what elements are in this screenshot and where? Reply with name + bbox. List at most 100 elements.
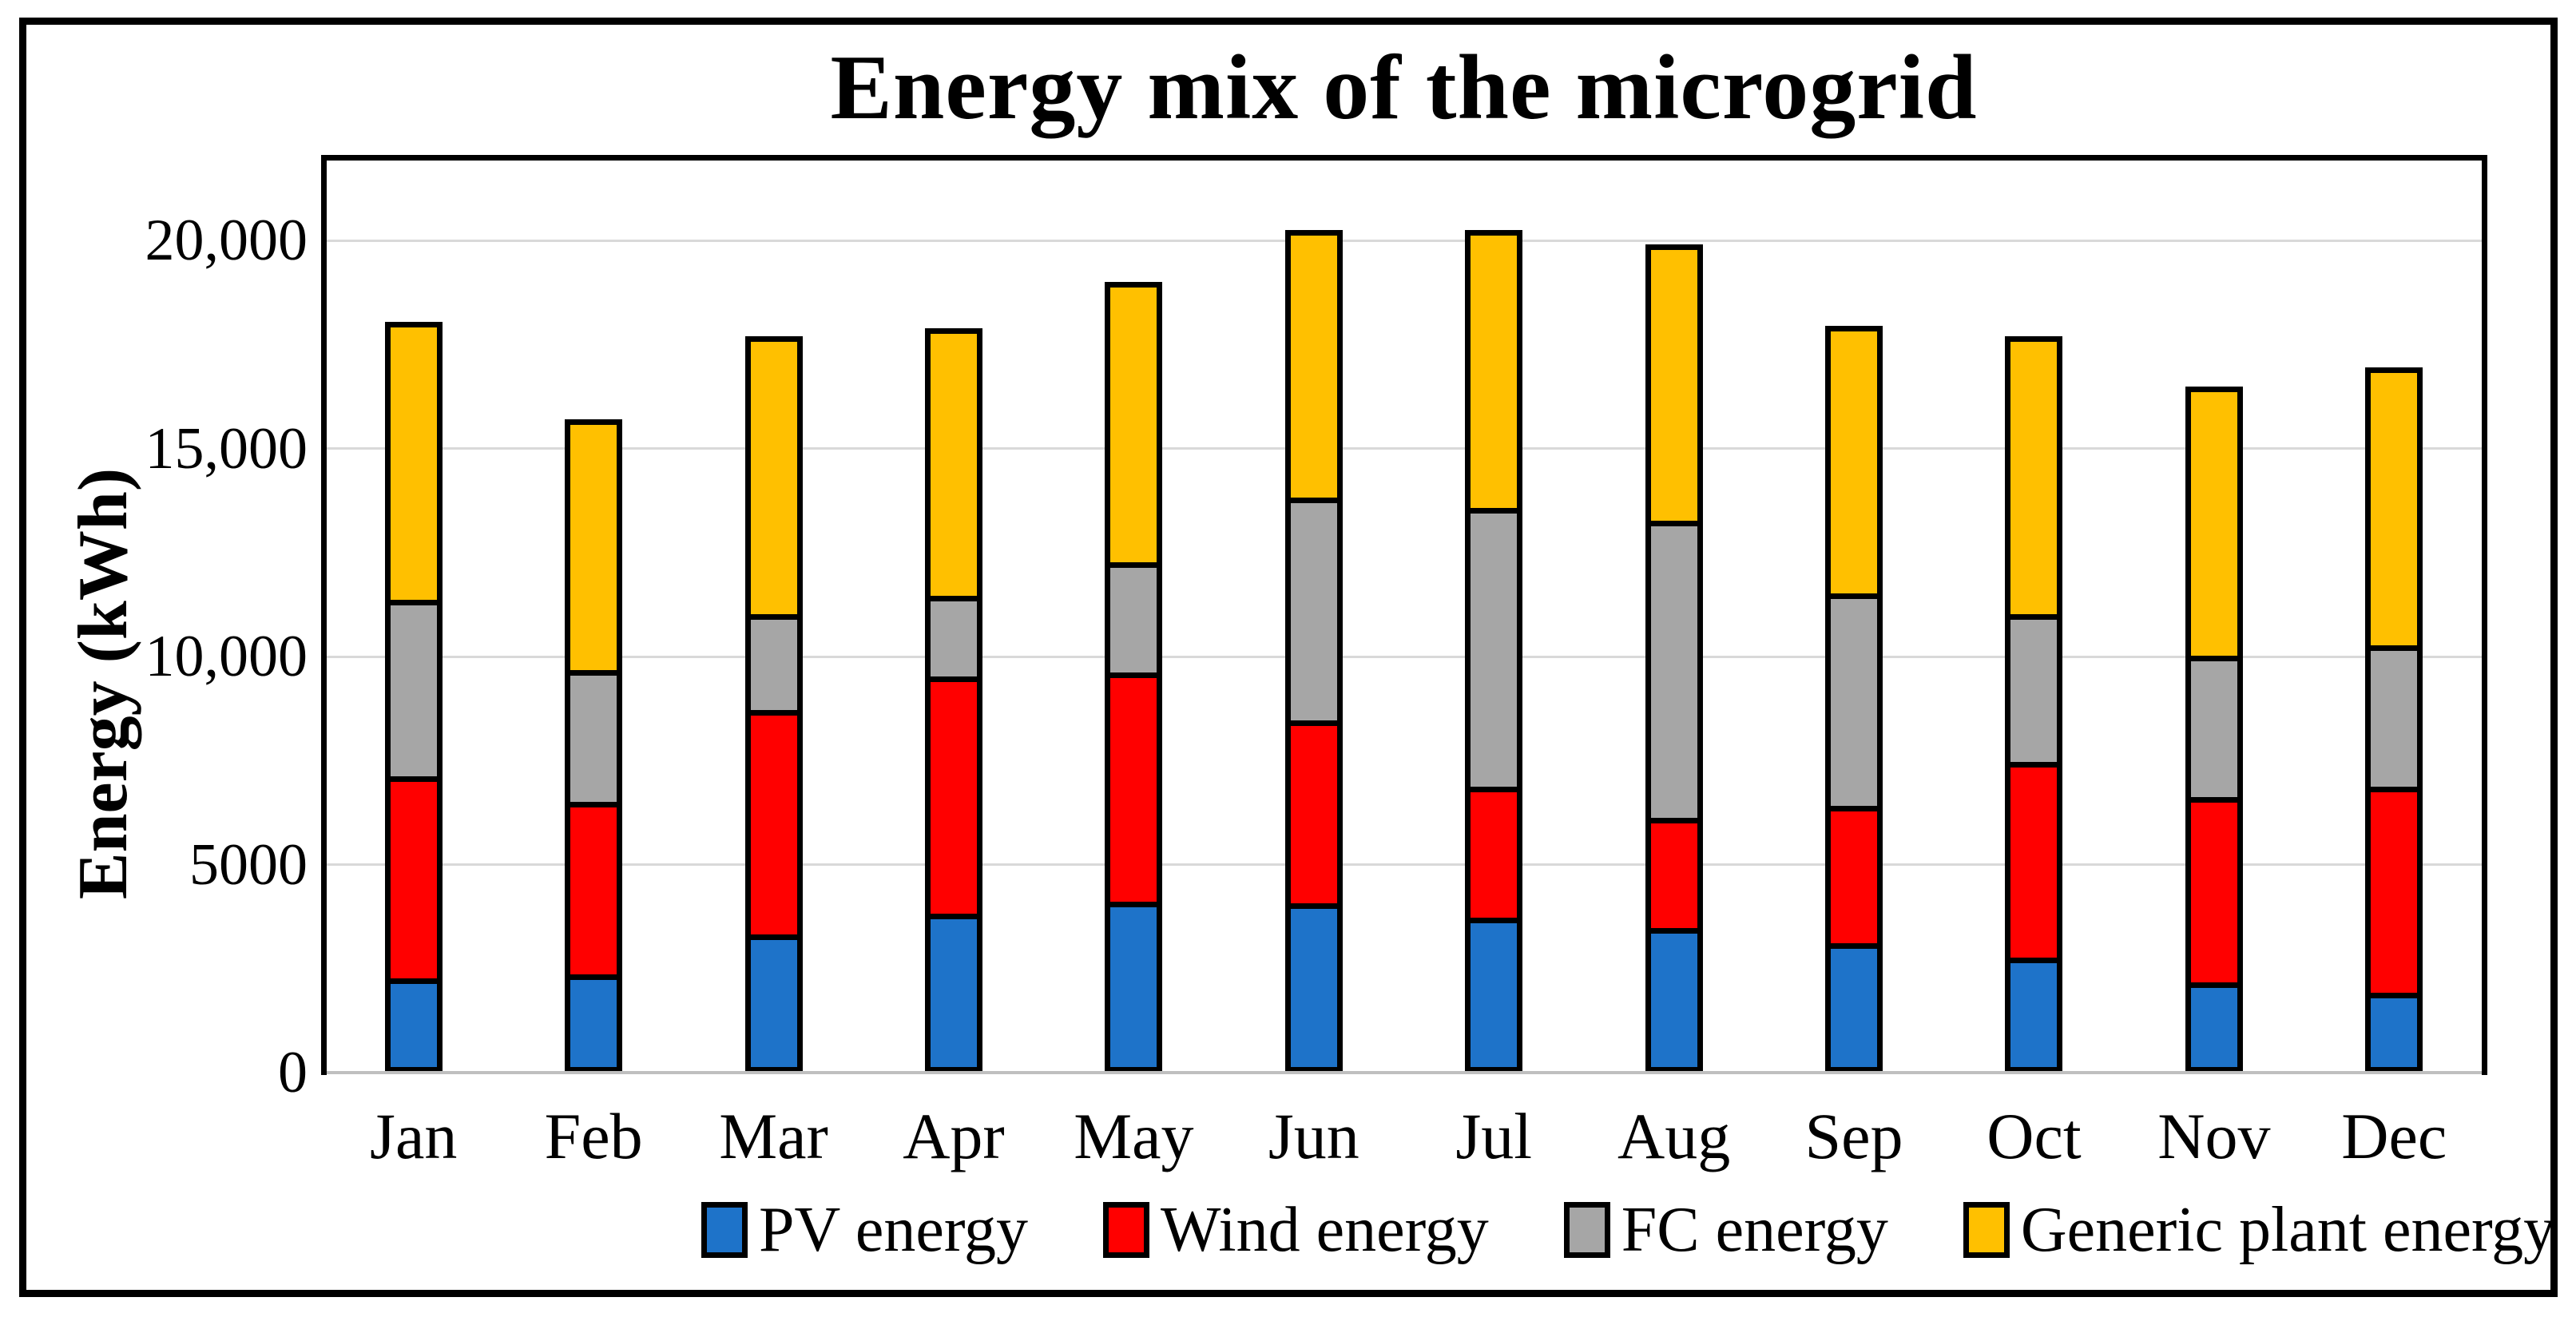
x-tick-label-dec: Dec: [2341, 1100, 2447, 1172]
bar-sep-segment-wind-energy: [1825, 808, 1883, 946]
bar-jun-segment-fc-energy: [1284, 500, 1343, 724]
bar-may-segment-wind-energy: [1105, 675, 1163, 905]
bar-feb-boundary-0: [565, 974, 623, 980]
bar-mar-segment-pv-energy: [744, 937, 803, 1073]
bar-dec-segment-pv-energy: [2365, 995, 2423, 1073]
bar-mar: [744, 336, 803, 1073]
bar-oct-boundary-0: [2005, 957, 2063, 963]
bar-dec-boundary-1: [2365, 787, 2423, 793]
plot-right-border: [2482, 155, 2487, 1075]
bar-sep-boundary-0: [1825, 942, 1883, 949]
bar-aug-segment-fc-energy: [1645, 523, 1703, 821]
bar-apr-segment-wind-energy: [924, 679, 982, 917]
legend-swatch-pv-energy: [701, 1202, 748, 1258]
bar-sep-boundary-1: [1825, 805, 1883, 811]
bar-mar-segment-generic-plant-energy: [744, 336, 803, 617]
bar-apr-segment-fc-energy: [924, 598, 982, 680]
bar-dec-boundary-0: [2365, 993, 2423, 999]
legend-swatch-wind-energy: [1103, 1202, 1150, 1258]
bar-may-boundary-1: [1105, 672, 1163, 679]
bar-dec-segment-generic-plant-energy: [2365, 367, 2423, 649]
bar-apr-boundary-0: [924, 914, 982, 920]
bar-may-boundary-2: [1105, 561, 1163, 568]
bar-jul-outline: [1465, 230, 1523, 1073]
x-tick-label-sep: Sep: [1804, 1100, 1903, 1172]
bar-sep-segment-generic-plant-energy: [1825, 325, 1883, 597]
bar-oct-segment-generic-plant-energy: [2005, 336, 2063, 617]
gridline-15000: [323, 447, 2484, 450]
bar-jun-boundary-1: [1284, 720, 1343, 726]
bar-jan-outline: [384, 321, 443, 1073]
bar-feb-boundary-1: [565, 801, 623, 807]
bar-mar-boundary-2: [744, 614, 803, 621]
bar-may: [1105, 282, 1163, 1073]
plot-area: [321, 155, 2487, 1075]
bar-jan-boundary-2: [384, 599, 443, 605]
bar-nov-boundary-0: [2185, 982, 2243, 989]
bar-nov-outline: [2185, 386, 2243, 1073]
bar-aug: [1645, 244, 1703, 1073]
x-tick-label-feb: Feb: [544, 1100, 643, 1172]
bar-feb-segment-wind-energy: [565, 804, 623, 978]
bar-oct-segment-pv-energy: [2005, 960, 2063, 1073]
bar-mar-segment-fc-energy: [744, 617, 803, 713]
bar-jun-segment-wind-energy: [1284, 723, 1343, 906]
bar-jun-segment-pv-energy: [1284, 906, 1343, 1073]
bar-aug-segment-pv-energy: [1645, 930, 1703, 1073]
bar-jul-segment-fc-energy: [1465, 510, 1523, 790]
bar-jun-boundary-0: [1284, 903, 1343, 910]
bar-sep-segment-pv-energy: [1825, 946, 1883, 1073]
bar-oct-segment-wind-energy: [2005, 764, 2063, 961]
legend-item-fc-energy: FC energy: [1563, 1192, 1888, 1268]
y-tick-label-20000: 20,000: [145, 208, 308, 274]
bar-apr-boundary-1: [924, 676, 982, 683]
bar-jun-boundary-2: [1284, 498, 1343, 504]
bar-mar-boundary-1: [744, 709, 803, 716]
x-tick-label-nov: Nov: [2157, 1100, 2271, 1172]
bar-sep: [1825, 325, 1883, 1073]
bar-nov-segment-fc-energy: [2185, 658, 2243, 800]
legend-label-pv-energy: PV energy: [759, 1195, 1029, 1265]
bar-feb-segment-generic-plant-energy: [565, 419, 623, 673]
gridline-5000: [323, 863, 2484, 867]
legend-swatch-fc-energy: [1563, 1202, 1610, 1258]
bar-may-outline: [1105, 282, 1163, 1073]
bar-dec: [2365, 367, 2423, 1073]
bar-oct-segment-fc-energy: [2005, 617, 2063, 765]
bar-nov-boundary-2: [2185, 656, 2243, 662]
legend-swatch-generic-plant-energy: [1963, 1202, 2010, 1258]
bar-jun-outline: [1284, 230, 1343, 1073]
legend-item-wind-energy: Wind energy: [1103, 1192, 1489, 1268]
bar-jan-boundary-1: [384, 776, 443, 783]
bar-oct-boundary-2: [2005, 614, 2063, 621]
chart-title: Energy mix of the microgrid: [830, 37, 1978, 139]
bar-aug-outline: [1645, 244, 1703, 1073]
bar-jan-segment-fc-energy: [384, 602, 443, 780]
x-tick-label-aug: Aug: [1617, 1100, 1731, 1172]
bar-mar-boundary-0: [744, 934, 803, 941]
legend-label-fc-energy: FC energy: [1621, 1195, 1888, 1265]
bar-nov-segment-pv-energy: [2185, 985, 2243, 1073]
y-axis-line: [321, 155, 327, 1075]
bar-aug-boundary-1: [1645, 818, 1703, 824]
bar-apr-boundary-2: [924, 595, 982, 601]
y-tick-label-5000: 5000: [189, 831, 308, 898]
y-tick-label-10000: 10,000: [145, 624, 308, 690]
x-tick-label-mar: Mar: [719, 1100, 828, 1172]
bar-feb: [565, 419, 623, 1073]
bar-dec-segment-wind-energy: [2365, 789, 2423, 996]
x-tick-label-oct: Oct: [1987, 1100, 2082, 1172]
plot-top-border: [321, 155, 2487, 161]
x-tick-label-jun: Jun: [1268, 1100, 1359, 1172]
bar-jul: [1465, 230, 1523, 1073]
bar-may-segment-pv-energy: [1105, 904, 1163, 1073]
bar-jul-segment-pv-energy: [1465, 920, 1523, 1073]
bar-jan-segment-pv-energy: [384, 981, 443, 1073]
bar-jun: [1284, 230, 1343, 1073]
legend-label-wind-energy: Wind energy: [1161, 1195, 1489, 1265]
bar-may-boundary-0: [1105, 901, 1163, 907]
x-tick-label-may: May: [1074, 1100, 1194, 1172]
bar-aug-boundary-2: [1645, 520, 1703, 526]
x-tick-label-apr: Apr: [903, 1100, 1005, 1172]
